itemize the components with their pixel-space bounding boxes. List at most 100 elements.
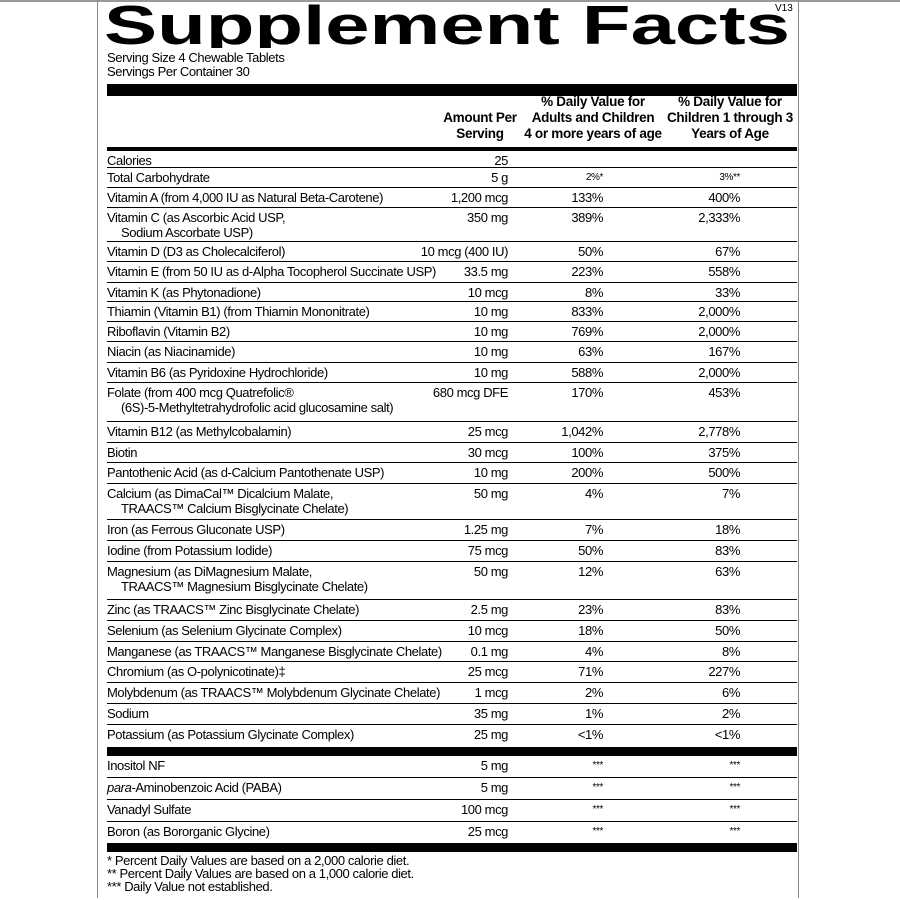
amount-per-serving: 25 mg: [473, 727, 509, 742]
nutrient-name-line: Vitamin D (D3 as Cholecalciferol): [107, 244, 285, 259]
table-row: Iron (as Ferrous Gluconate USP) 1.25 mg 7%…: [107, 520, 797, 541]
dv-child: 83%: [715, 543, 740, 558]
nutrient-name-line: Total Carbohydrate: [107, 170, 210, 185]
table-row: Vitamin B12 (as Methylcobalamin) 25 mcg 1,…: [107, 422, 797, 443]
name-text: Sodium Ascorbate USP): [121, 225, 253, 240]
nutrient-name-line: Vitamin B12 (as Methylcobalamin): [107, 424, 292, 439]
dv-adult: 100%: [571, 445, 603, 460]
name-text: Vanadyl Sulfate: [107, 802, 192, 817]
name-text: Sodium: [107, 706, 149, 721]
nutrient-name: Iron (as Ferrous Gluconate USP): [107, 522, 285, 537]
dv-adult: 7%: [585, 522, 603, 537]
table-row: Folate (from 400 mcg Quatrefolic® (6S)-5-…: [107, 383, 797, 422]
dv-child: ***: [729, 760, 741, 771]
dv-child: ***: [729, 782, 741, 793]
dv-adult: 50%: [578, 543, 603, 558]
dv-child: 6%: [722, 685, 740, 700]
name-text: Pantothenic Acid (as d-Calcium Pantothen…: [107, 465, 385, 480]
nutrient-name: Vitamin A (from 4,000 IU as Natural Beta…: [107, 190, 383, 205]
amount-per-serving: 25 mcg: [467, 664, 509, 679]
name-text: Folate (from 400 mcg Quatrefolic®: [107, 385, 294, 400]
header-child-dv: % Daily Value for Children 1 through 3 Y…: [660, 94, 800, 142]
table-row: Vitamin D (D3 as Cholecalciferol) 10 mcg …: [107, 242, 797, 262]
amount-per-serving: 5 g: [491, 170, 508, 185]
nutrient-name: Vitamin E (from 50 IU as d-Alpha Tocophe…: [107, 264, 436, 279]
name-text: Iron (as Ferrous Gluconate USP): [107, 522, 285, 537]
nutrient-name-line: Vitamin C (as Ascorbic Acid USP,: [107, 210, 286, 225]
nutrient-name: Sodium: [107, 706, 149, 721]
nutrient-name-line: TRAACS™ Magnesium Bisglycinate Chelate): [107, 579, 368, 594]
dv-adult: 588%: [571, 365, 603, 380]
dv-child: 558%: [708, 264, 740, 279]
header-adult-dv: % Daily Value for Adults and Children 4 …: [518, 94, 668, 142]
table-row: Total Carbohydrate 5 g 2%* 3%**: [107, 168, 797, 188]
nutrient-name: Iodine (from Potassium Iodide): [107, 543, 272, 558]
nutrient-name: Zinc (as TRAACS™ Zinc Bisglycinate Chela…: [107, 602, 359, 617]
dv-adult: 1%: [585, 706, 603, 721]
table-row: Inositol NF 5 mg *** ***: [107, 756, 797, 778]
nutrient-name-line: Thiamin (Vitamin B1) (from Thiamin Monon…: [107, 304, 370, 319]
footnote: ** Percent Daily Values are based on a 1…: [107, 866, 414, 881]
table-row: Selenium (as Selenium Glycinate Complex)…: [107, 621, 797, 642]
amount-per-serving: 50 mg: [473, 564, 509, 579]
name-text: Calcium (as DimaCal™ Dicalcium Malate,: [107, 486, 334, 501]
header-line: % Daily Value for: [541, 94, 645, 109]
table-row: Thiamin (Vitamin B1) (from Thiamin Monon…: [107, 302, 797, 322]
table-row: Sodium 35 mg 1% 2%: [107, 704, 797, 725]
name-text: Vitamin A (from 4,000 IU as Natural Beta…: [107, 190, 384, 205]
amount-per-serving: 10 mcg (400 IU): [420, 244, 509, 259]
nutrient-name-line: Biotin: [107, 445, 138, 460]
nutrient-name: Vitamin K (as Phytonadione): [107, 285, 261, 300]
nutrient-name: Vitamin B6 (as Pyridoxine Hydrochloride): [107, 365, 328, 380]
top-border: [0, 0, 900, 2]
dv-adult: 133%: [571, 190, 603, 205]
dv-child: 3%**: [719, 172, 740, 183]
name-text: Boron (as Bororganic Glycine): [107, 824, 270, 839]
nutrient-name-line: Riboflavin (Vitamin B2): [107, 324, 230, 339]
nutrient-name: Riboflavin (Vitamin B2): [107, 324, 230, 339]
header-amount: Amount Per Serving: [430, 110, 530, 142]
amount-per-serving: 30 mcg: [467, 445, 509, 460]
dv-child: 50%: [715, 623, 740, 638]
amount-per-serving: 33.5 mg: [463, 264, 509, 279]
amount-per-serving: 10 mcg: [467, 623, 509, 638]
dv-adult: 389%: [571, 210, 603, 225]
table-row: Vitamin A (from 4,000 IU as Natural Beta…: [107, 188, 797, 208]
dv-adult: 170%: [571, 385, 603, 400]
amount-per-serving: 75 mcg: [467, 543, 509, 558]
table-row: Magnesium (as DiMagnesium Malate, TRAACS™…: [107, 562, 797, 600]
dv-child: 500%: [708, 465, 740, 480]
name-text: Aminobenzoic Acid (PABA): [135, 780, 282, 795]
nutrient-name: Manganese (as TRAACS™ Manganese Bisglyci…: [107, 644, 442, 659]
label-title: Supplement Facts: [104, 2, 790, 48]
label-frame: [97, 0, 799, 898]
dv-adult: 23%: [578, 602, 603, 617]
name-text: Zinc (as TRAACS™ Zinc Bisglycinate Chela…: [107, 602, 360, 617]
table-row: Boron (as Bororganic Glycine) 25 mcg *** **…: [107, 822, 797, 842]
nutrient-name: Selenium (as Selenium Glycinate Complex): [107, 623, 342, 638]
name-text: Manganese (as TRAACS™ Manganese Bisglyci…: [107, 644, 442, 659]
nutrient-name-line: Iodine (from Potassium Iodide): [107, 543, 272, 558]
nutrient-name: Magnesium (as DiMagnesium Malate, TRAACS™…: [107, 564, 368, 594]
nutrient-name: Potassium (as Potassium Glycinate Comple…: [107, 727, 354, 742]
name-prefix: para-: [107, 780, 136, 795]
name-text: Vitamin B6 (as Pyridoxine Hydrochloride): [107, 365, 328, 380]
dv-adult: 4%: [585, 644, 603, 659]
table-row: Niacin (as Niacinamide) 10 mg 63% 167%: [107, 342, 797, 363]
nutrient-name-line: Vitamin B6 (as Pyridoxine Hydrochloride): [107, 365, 328, 380]
name-text: Calories: [107, 153, 152, 168]
amount-per-serving: 10 mg: [473, 324, 509, 339]
dv-adult: 769%: [571, 324, 603, 339]
amount-per-serving: 35 mg: [473, 706, 509, 721]
nutrient-name: Thiamin (Vitamin B1) (from Thiamin Monon…: [107, 304, 370, 319]
nutrient-name-line: Boron (as Bororganic Glycine): [107, 824, 270, 839]
title-text: Supplement Facts: [104, 2, 790, 48]
table-row: Molybdenum (as TRAACS™ Molybdenum Glycin…: [107, 683, 797, 704]
name-text: Niacin (as Niacinamide): [107, 344, 236, 359]
nutrient-name-line: Sodium Ascorbate USP): [107, 225, 285, 240]
dv-child: 63%: [715, 564, 740, 579]
name-text: (6S)-5-Methyltetrahydrofolic acid glucos…: [121, 400, 394, 415]
name-text: Potassium (as Potassium Glycinate Comple…: [107, 727, 354, 742]
amount-per-serving: 2.5 mg: [470, 602, 509, 617]
name-text: Vitamin C (as Ascorbic Acid USP,: [107, 210, 286, 225]
